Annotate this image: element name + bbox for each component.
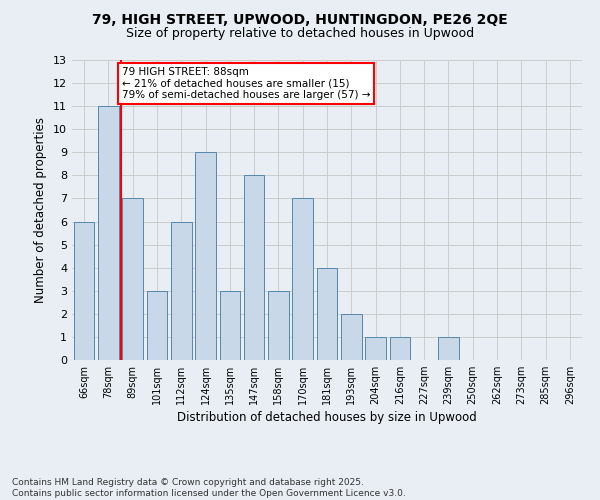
Bar (268, 291, 289, 360)
Bar (317, 268, 337, 360)
Text: Contains HM Land Registry data © Crown copyright and database right 2025.
Contai: Contains HM Land Registry data © Crown c… (12, 478, 406, 498)
Bar (365, 337, 386, 360)
Bar (74, 222, 94, 360)
Bar (171, 222, 191, 360)
Bar (220, 291, 240, 360)
Y-axis label: Number of detached properties: Number of detached properties (34, 117, 47, 303)
Bar (292, 198, 313, 360)
X-axis label: Distribution of detached houses by size in Upwood: Distribution of detached houses by size … (177, 412, 477, 424)
Bar (98, 106, 119, 360)
Text: Size of property relative to detached houses in Upwood: Size of property relative to detached ho… (126, 28, 474, 40)
Text: 79 HIGH STREET: 88sqm
← 21% of detached houses are smaller (15)
79% of semi-deta: 79 HIGH STREET: 88sqm ← 21% of detached … (122, 67, 370, 100)
Text: 79, HIGH STREET, UPWOOD, HUNTINGDON, PE26 2QE: 79, HIGH STREET, UPWOOD, HUNTINGDON, PE2… (92, 12, 508, 26)
Bar (341, 314, 362, 360)
Bar (195, 152, 216, 360)
Bar (146, 291, 167, 360)
Bar (244, 176, 265, 360)
Bar (389, 337, 410, 360)
Bar (122, 198, 143, 360)
Bar (438, 337, 459, 360)
